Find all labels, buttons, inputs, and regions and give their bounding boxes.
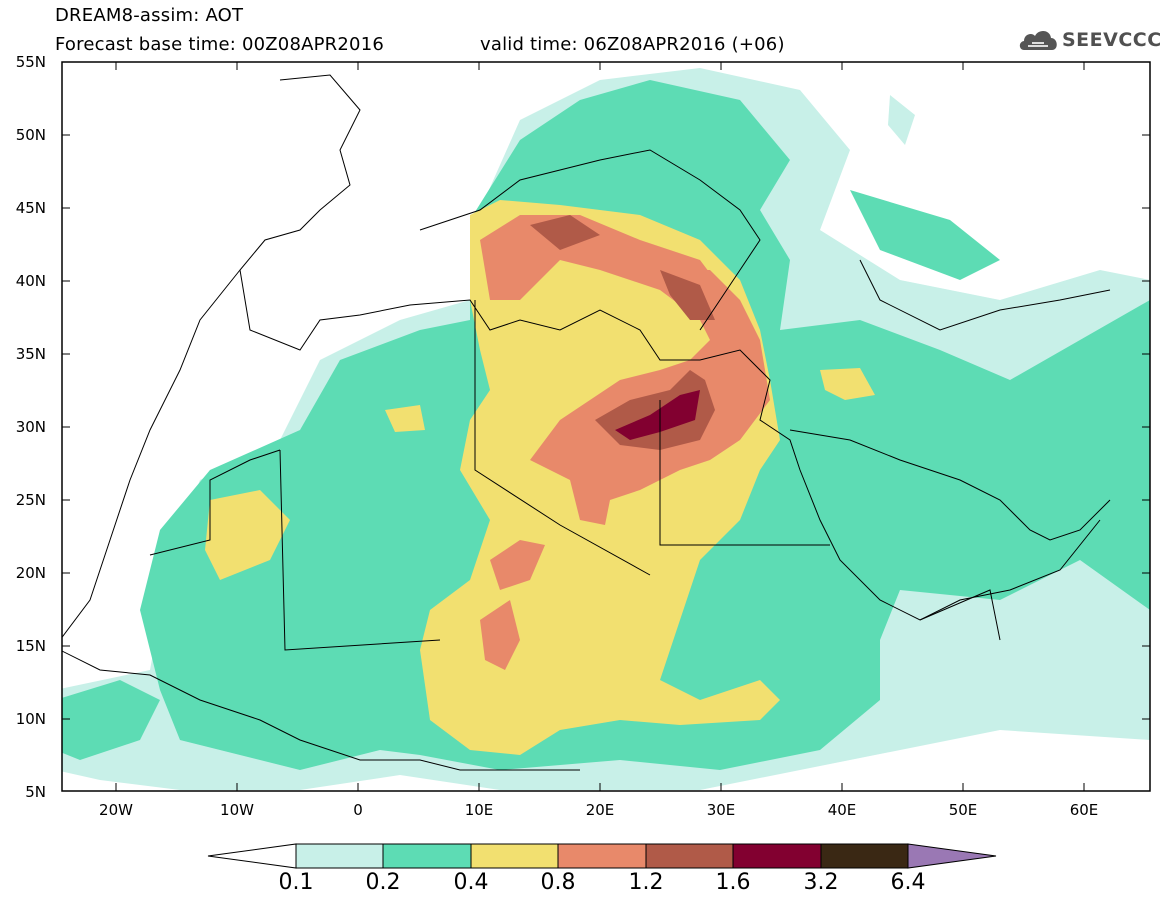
colorbar-label: 0.2 bbox=[365, 870, 401, 895]
lat-label: 30N bbox=[15, 418, 46, 436]
lon-label: 10W bbox=[220, 801, 254, 819]
colorbar-box-6 bbox=[820, 843, 909, 869]
colorbar-box-3 bbox=[557, 843, 647, 869]
colorbar-label: 3.2 bbox=[803, 870, 839, 895]
lon-label: 20E bbox=[585, 801, 615, 819]
valid-time: valid time: 06Z08APR2016 (+06) bbox=[480, 34, 785, 55]
colorbar-box-4 bbox=[645, 843, 734, 869]
lon-label: 50E bbox=[948, 801, 978, 819]
lat-label: 40N bbox=[15, 272, 46, 290]
axis-ticks bbox=[62, 61, 1150, 791]
lat-label: 15N bbox=[15, 637, 46, 655]
colorbar-box-5 bbox=[732, 843, 822, 869]
lon-label: 60E bbox=[1069, 801, 1099, 819]
lon-label: 40E bbox=[827, 801, 857, 819]
forecast-base-time: Forecast base time: 00Z08APR2016 bbox=[55, 34, 384, 55]
colorbar-low-arrow bbox=[207, 843, 297, 869]
lat-label: 35N bbox=[15, 345, 46, 363]
seevccc-logo: SEEVCCC bbox=[1018, 26, 1161, 54]
colorbar-label: 1.6 bbox=[715, 870, 751, 895]
logo-text: SEEVCCC bbox=[1062, 29, 1162, 51]
lat-label: 45N bbox=[15, 199, 46, 217]
lon-label: 10E bbox=[464, 801, 494, 819]
colorbar-box-1 bbox=[382, 843, 472, 869]
lat-label: 5N bbox=[25, 783, 46, 801]
colorbar bbox=[207, 843, 997, 869]
coastlines bbox=[62, 74, 1111, 771]
colorbar-label: 0.4 bbox=[453, 870, 489, 895]
colorbar-label: 1.2 bbox=[628, 870, 664, 895]
colorbar-high-arrow bbox=[907, 843, 997, 869]
colorbar-label: 6.4 bbox=[890, 870, 926, 895]
aot-field bbox=[62, 68, 1150, 790]
colorbar-box-0 bbox=[295, 843, 384, 869]
cloud-icon bbox=[1019, 30, 1057, 50]
lon-label: 0 bbox=[353, 801, 363, 819]
lat-label: 20N bbox=[15, 564, 46, 582]
colorbar-label: 0.8 bbox=[540, 870, 576, 895]
map-title: DREAM8-assim: AOT bbox=[55, 5, 244, 26]
lon-label: 30E bbox=[706, 801, 736, 819]
lon-label: 20W bbox=[99, 801, 133, 819]
lat-label: 25N bbox=[15, 491, 46, 509]
lat-label: 55N bbox=[15, 53, 46, 71]
lat-label: 50N bbox=[15, 126, 46, 144]
colorbar-label: 0.1 bbox=[278, 870, 314, 895]
lat-label: 10N bbox=[15, 710, 46, 728]
colorbar-box-2 bbox=[470, 843, 559, 869]
